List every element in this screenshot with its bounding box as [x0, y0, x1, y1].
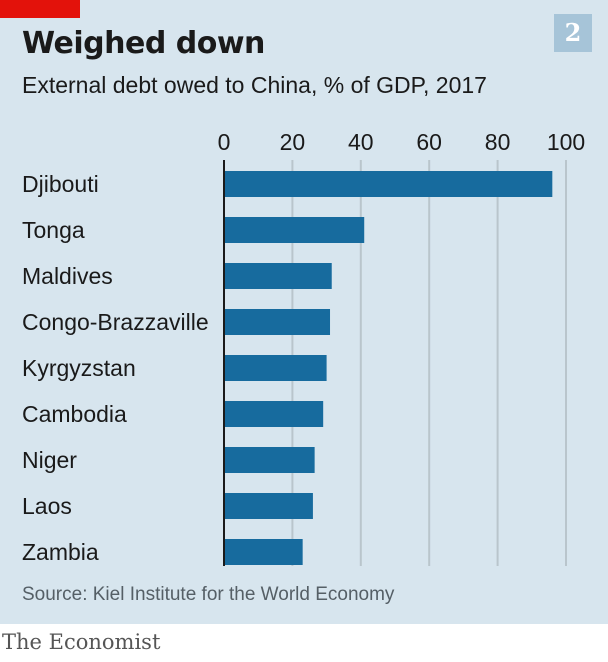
x-tick-label: 0 [218, 129, 231, 155]
bar [224, 493, 313, 519]
x-tick-label: 100 [547, 129, 585, 155]
category-label: Kyrgyzstan [22, 355, 136, 381]
bar [224, 401, 324, 427]
source-note: Source: Kiel Institute for the World Eco… [22, 584, 395, 605]
chart-number-badge: 2 [554, 14, 592, 52]
category-label: Cambodia [22, 401, 127, 427]
bar [224, 539, 303, 565]
x-axis-tick-labels: 0 20 40 60 80 100 [218, 129, 586, 155]
category-labels: Djibouti Tonga Maldives Congo-Brazzaville Ky… [22, 171, 209, 565]
publisher-logo: The Economist [2, 630, 161, 654]
category-label: Djibouti [22, 171, 99, 197]
x-tick-label: 60 [416, 129, 442, 155]
bar [224, 309, 331, 335]
x-tick-label: 20 [280, 129, 306, 155]
category-label: Niger [22, 447, 77, 473]
brand-red-tag [0, 0, 80, 18]
bars [224, 171, 553, 565]
bar [224, 447, 315, 473]
bar [224, 355, 327, 381]
bar [224, 217, 365, 243]
category-label: Zambia [22, 539, 99, 565]
bar-chart: 0 20 40 60 80 100 Djibouti Tonga Maldives Congo-… [22, 129, 586, 566]
x-tick-label: 40 [348, 129, 374, 155]
x-tick-label: 80 [485, 129, 511, 155]
chart-subtitle: External debt owed to China, % of GDP, 2… [22, 72, 487, 98]
category-label: Laos [22, 493, 72, 519]
category-label: Tonga [22, 217, 85, 243]
bar [224, 263, 332, 289]
category-label: Maldives [22, 263, 113, 289]
category-label: Congo-Brazzaville [22, 309, 209, 335]
bar [224, 171, 553, 197]
chart-title: Weighed down [22, 26, 265, 61]
